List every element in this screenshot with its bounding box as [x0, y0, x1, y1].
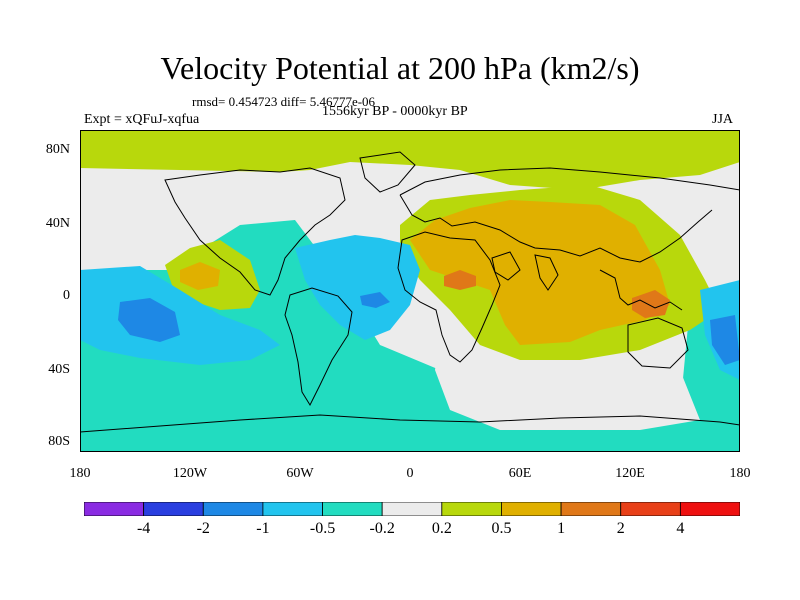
y-tick-40n: 40N: [45, 216, 70, 231]
season-label: JJA: [712, 112, 734, 127]
colorbar-swatch: [381, 502, 443, 516]
y-tick-80n: 80N: [45, 142, 70, 157]
colorbar-swatch: [84, 502, 145, 516]
field-negative-pacific: [80, 266, 280, 365]
field-dark-orange-indonesia: [632, 290, 670, 318]
x-tick-180-left: 180: [69, 466, 91, 481]
experiment-label: Expt = xQFuJ-xqfua: [84, 112, 200, 127]
colorbar-label: -1: [256, 520, 270, 537]
colorbar-swatch: [679, 502, 740, 516]
field-neutral-south: [435, 330, 700, 430]
coastlines: [80, 151, 740, 433]
colorbar-swatch: [560, 502, 622, 516]
colorbar-swatch: [202, 502, 264, 516]
field-blue-pacific: [118, 298, 180, 342]
colorbar-label: -0.2: [369, 520, 395, 537]
field-positive-north: [80, 130, 740, 190]
colorbar-label: -0.5: [309, 520, 336, 537]
colorbar-swatch: [322, 502, 383, 516]
y-tick-80s: 80S: [48, 434, 70, 449]
colorbar: [84, 502, 740, 516]
colorbar-swatch: [501, 502, 562, 516]
period-label: 1556kyr BP - 0000kyr BP: [322, 104, 468, 119]
field-orange-pacific: [180, 262, 220, 290]
field-dark-orange-africa: [444, 270, 476, 290]
colorbar-label: 0.2: [431, 520, 452, 537]
x-tick-60w: 60W: [286, 466, 314, 481]
chart-title: Velocity Potential at 200 hPa (km2/s): [160, 50, 640, 86]
velocity-potential-map: [80, 130, 740, 452]
field-blue-east: [710, 315, 740, 365]
x-tick-120e: 120E: [615, 466, 645, 481]
field-blue-atlantic: [360, 292, 390, 308]
colorbar-swatch: [441, 502, 502, 516]
colorbar-label: 2: [616, 520, 625, 537]
x-tick-180-right: 180: [729, 466, 751, 481]
colorbar-label: 4: [676, 520, 685, 537]
colorbar-label: -2: [196, 520, 210, 537]
colorbar-label: 1: [557, 520, 566, 537]
stats-label: rmsd= 0.454723 diff= 5.46777e-06: [192, 94, 376, 109]
x-tick-0: 0: [406, 466, 414, 481]
colorbar-swatch: [143, 502, 204, 516]
y-tick-40s: 40S: [48, 362, 70, 377]
colorbar-swatch: [620, 502, 681, 516]
x-tick-120w: 120W: [172, 466, 208, 481]
x-tick-60e: 60E: [508, 466, 532, 481]
colorbar-label: -4: [136, 520, 151, 537]
colorbar-swatch: [262, 502, 323, 516]
colorbar-label: 0.5: [491, 520, 512, 537]
field-negative-atlantic: [295, 235, 420, 340]
field-orange-eurasia: [410, 200, 670, 345]
y-tick-0: 0: [63, 288, 70, 303]
